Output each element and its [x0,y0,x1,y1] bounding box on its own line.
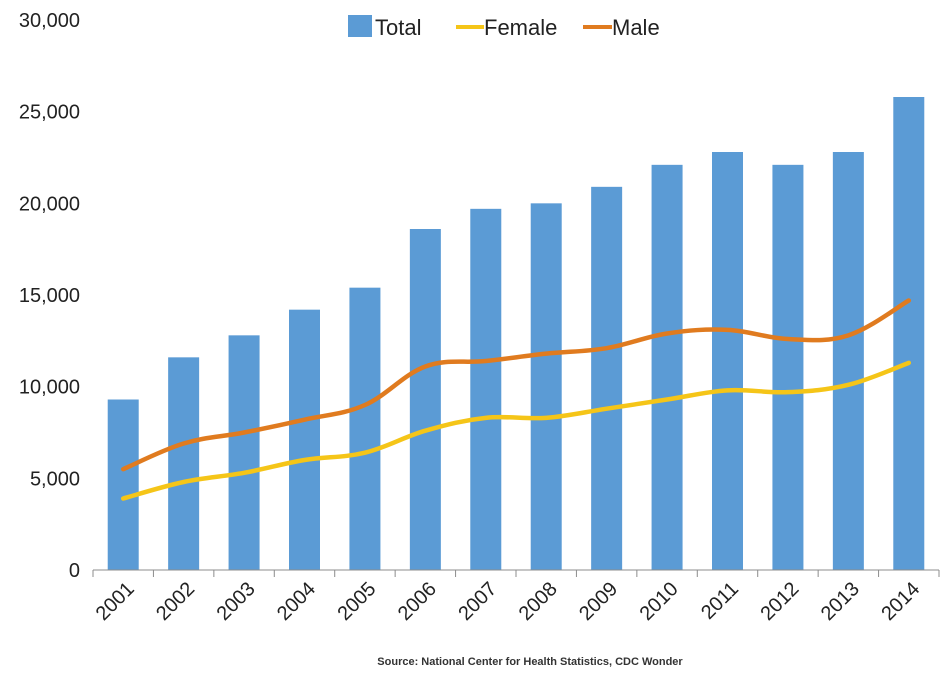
line-male [120,298,912,472]
y-tick-label: 5,000 [30,468,80,490]
x-tick-label: 2007 [454,578,501,625]
bar-total [651,164,683,571]
bar-total [893,97,925,570]
bar-total [470,208,502,571]
bar-total [107,399,139,570]
legend: Total Female Male [348,15,660,40]
bar-total [772,164,804,571]
bars-total [107,97,925,571]
x-tick-label: 2005 [333,578,380,625]
source-note: Source: National Center for Health Stati… [377,656,683,668]
y-tick-label: 25,000 [19,102,80,124]
legend-total-swatch [348,15,372,37]
bar-total [832,152,864,570]
x-tick-label: 2011 [697,578,743,624]
y-tick-label: 10,000 [19,377,80,399]
x-tick-label: 2012 [756,578,803,625]
y-tick-label: 30,000 [19,10,80,32]
y-axis: 0 5,000 10,000 15,000 20,000 25,000 30,000 [19,10,80,582]
legend-male-label: Male [612,15,660,40]
x-axis: 2001 2002 2003 2004 2005 2006 2007 2008 2009 2010… [92,569,940,625]
bar-total [591,186,623,571]
x-tick-label: 2009 [575,578,622,625]
x-tick-label: 2006 [394,578,441,625]
bar-total [228,335,260,570]
bar-total [289,309,320,570]
y-tick-label: 15,000 [19,285,80,307]
legend-female-label: Female [484,15,557,40]
x-tick-label: 2001 [92,578,139,625]
x-tick-label: 2008 [515,578,562,625]
x-tick-label: 2013 [817,578,864,625]
bar-total [409,229,441,570]
bar-total [168,357,200,570]
bar-total [712,152,743,570]
line-female [120,360,912,501]
y-tick-label: 0 [69,560,80,582]
x-tick-label: 2003 [213,578,260,625]
lines [120,298,912,501]
bar-total [349,287,381,570]
x-tick-label: 2014 [877,578,924,625]
x-tick-label: 2010 [636,578,683,625]
x-tick-label: 2004 [273,578,320,625]
bar-total [530,203,562,571]
x-tick-label: 2002 [152,578,199,625]
legend-total-label: Total [375,15,421,40]
y-tick-label: 20,000 [19,193,80,215]
